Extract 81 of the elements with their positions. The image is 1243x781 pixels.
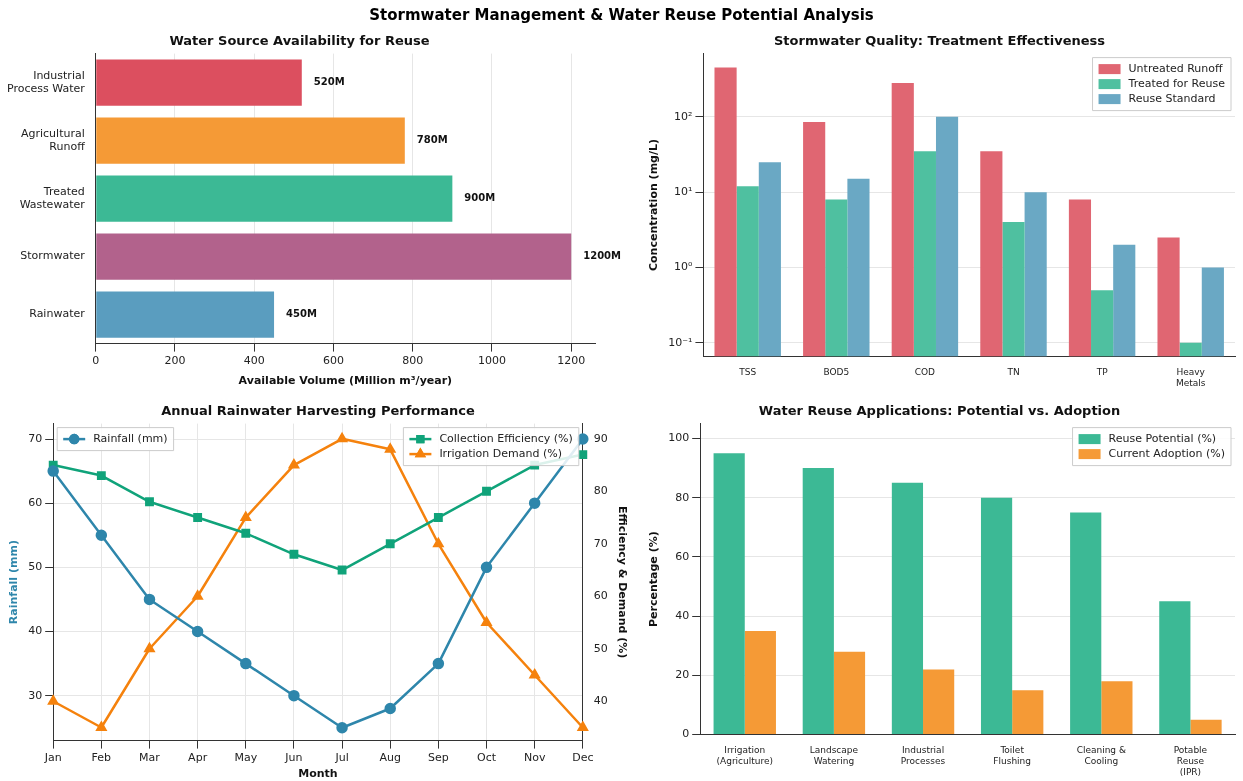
legend-label: Reuse Standard (1128, 91, 1216, 105)
x-tick-label: Irrigation (Agriculture) (716, 745, 774, 767)
x-tick-label: TN (1006, 367, 1020, 378)
y-tick-label: Treated Wastewater (19, 184, 86, 212)
y2-tick-label: 90 (593, 431, 608, 445)
y-tick-label: 10² (673, 109, 693, 123)
x-tick-label: 1200 (557, 354, 586, 368)
x-tick-label: Sep (428, 751, 449, 765)
y-tick-label: Agricultural Runoff (20, 126, 86, 154)
x-tick-label: 0 (92, 354, 100, 368)
x-tick-label: Dec (572, 751, 594, 765)
y-tick-label: 20 (675, 668, 690, 682)
chart-title: Water Source Availability for Reuse (169, 33, 430, 49)
x-tick-label: TP (1095, 367, 1109, 378)
x-tick-label: Toilet Flushing (993, 745, 1032, 767)
x-tick-label: COD (914, 367, 936, 378)
legend-label: Treated for Reuse (1127, 76, 1226, 90)
x-tick-label: Jan (43, 751, 62, 765)
y-tick-label: 40 (675, 608, 690, 622)
x-tick-label: 1000 (477, 354, 506, 368)
x-tick-label: Heavy Metals (1175, 367, 1206, 388)
y-tick-label: 60 (28, 496, 43, 510)
chart-title: Water Reuse Applications: Potential vs. Adoption (758, 403, 1121, 419)
chart-title: Stormwater Quality: Treatment Effectiveness (773, 33, 1106, 49)
y2-axis-title: Efficiency & Demand (%) (615, 505, 629, 659)
x-tick-label: Feb (91, 751, 112, 765)
y-tick-label: 30 (28, 688, 43, 702)
x-tick-label: 200 (164, 354, 186, 368)
data-label: 1200M (583, 250, 622, 262)
legend-label: Rainfall (mm) (93, 431, 168, 445)
x-tick-label: Jun (284, 751, 303, 765)
x-tick-label: Nov (523, 751, 546, 765)
y-tick-label: 70 (28, 431, 43, 445)
y-tick-label: 100 (668, 431, 690, 445)
x-tick-label: May (234, 751, 258, 765)
chart-title: Annual Rainwater Harvesting Performance (161, 403, 475, 419)
x-axis-title: Available Volume (Million m³/year) (238, 374, 453, 388)
data-label: 900M (464, 192, 496, 204)
x-tick-label: 400 (243, 354, 265, 368)
x-tick-label: 600 (322, 354, 344, 368)
y2-tick-label: 80 (593, 484, 608, 498)
y-tick-label: Rainwater (29, 307, 86, 321)
x-tick-label: BOD5 (823, 367, 850, 378)
y-tick-label: 40 (28, 624, 43, 638)
x-tick-label: Apr (188, 751, 208, 765)
y-axis-title: Percentage (%) (647, 531, 661, 627)
x-tick-label: 800 (402, 354, 424, 368)
legend-label: Untreated Runoff (1128, 61, 1224, 75)
data-label: 450M (286, 308, 317, 320)
x-tick-label: Aug (379, 751, 401, 765)
text: Stormwater Management & Water Reuse Potential Analysis (368, 6, 875, 24)
y-axis-title: Concentration (mg/L) (647, 138, 661, 272)
data-label: 520M (313, 76, 345, 88)
y2-tick-label: 70 (593, 536, 608, 550)
x-tick-label: Oct (477, 751, 497, 765)
data-label: 780M (416, 134, 448, 146)
x-tick-label: Cleaning & Cooling (1076, 745, 1126, 767)
y-tick-label: 80 (675, 490, 690, 504)
y2-tick-label: 60 (593, 589, 608, 603)
x-tick-label: Jul (334, 751, 349, 765)
x-tick-label: Industrial Processes (900, 745, 946, 767)
y-tick-label: 0 (682, 727, 690, 741)
legend-label: Current Adoption (%) (1108, 446, 1226, 460)
legend-label: Collection Efficiency (%) (439, 431, 573, 445)
x-tick-label: Landscape Watering (809, 745, 859, 767)
y-tick-label: Stormwater (20, 249, 86, 263)
y-axis-title: Rainfall (mm) (7, 540, 21, 625)
y-tick-label: 10¹ (673, 184, 693, 198)
y-tick-label: 10⁰ (673, 260, 693, 274)
x-tick-label: Potable Reuse (IPR) (1173, 745, 1208, 777)
y-tick-label: 60 (675, 549, 690, 563)
legend-label: Reuse Potential (%) (1108, 431, 1217, 445)
y-tick-label: 10⁻¹ (668, 335, 693, 349)
y-tick-label: Industrial Process Water (6, 68, 86, 96)
x-axis-title: Month (298, 767, 338, 781)
legend-label: Irrigation Demand (%) (439, 446, 562, 460)
y2-tick-label: 50 (593, 641, 608, 655)
y-tick-label: 50 (28, 560, 43, 574)
x-tick-label: Mar (139, 751, 161, 765)
x-tick-label: TSS (738, 367, 757, 378)
y2-tick-label: 40 (593, 694, 608, 708)
